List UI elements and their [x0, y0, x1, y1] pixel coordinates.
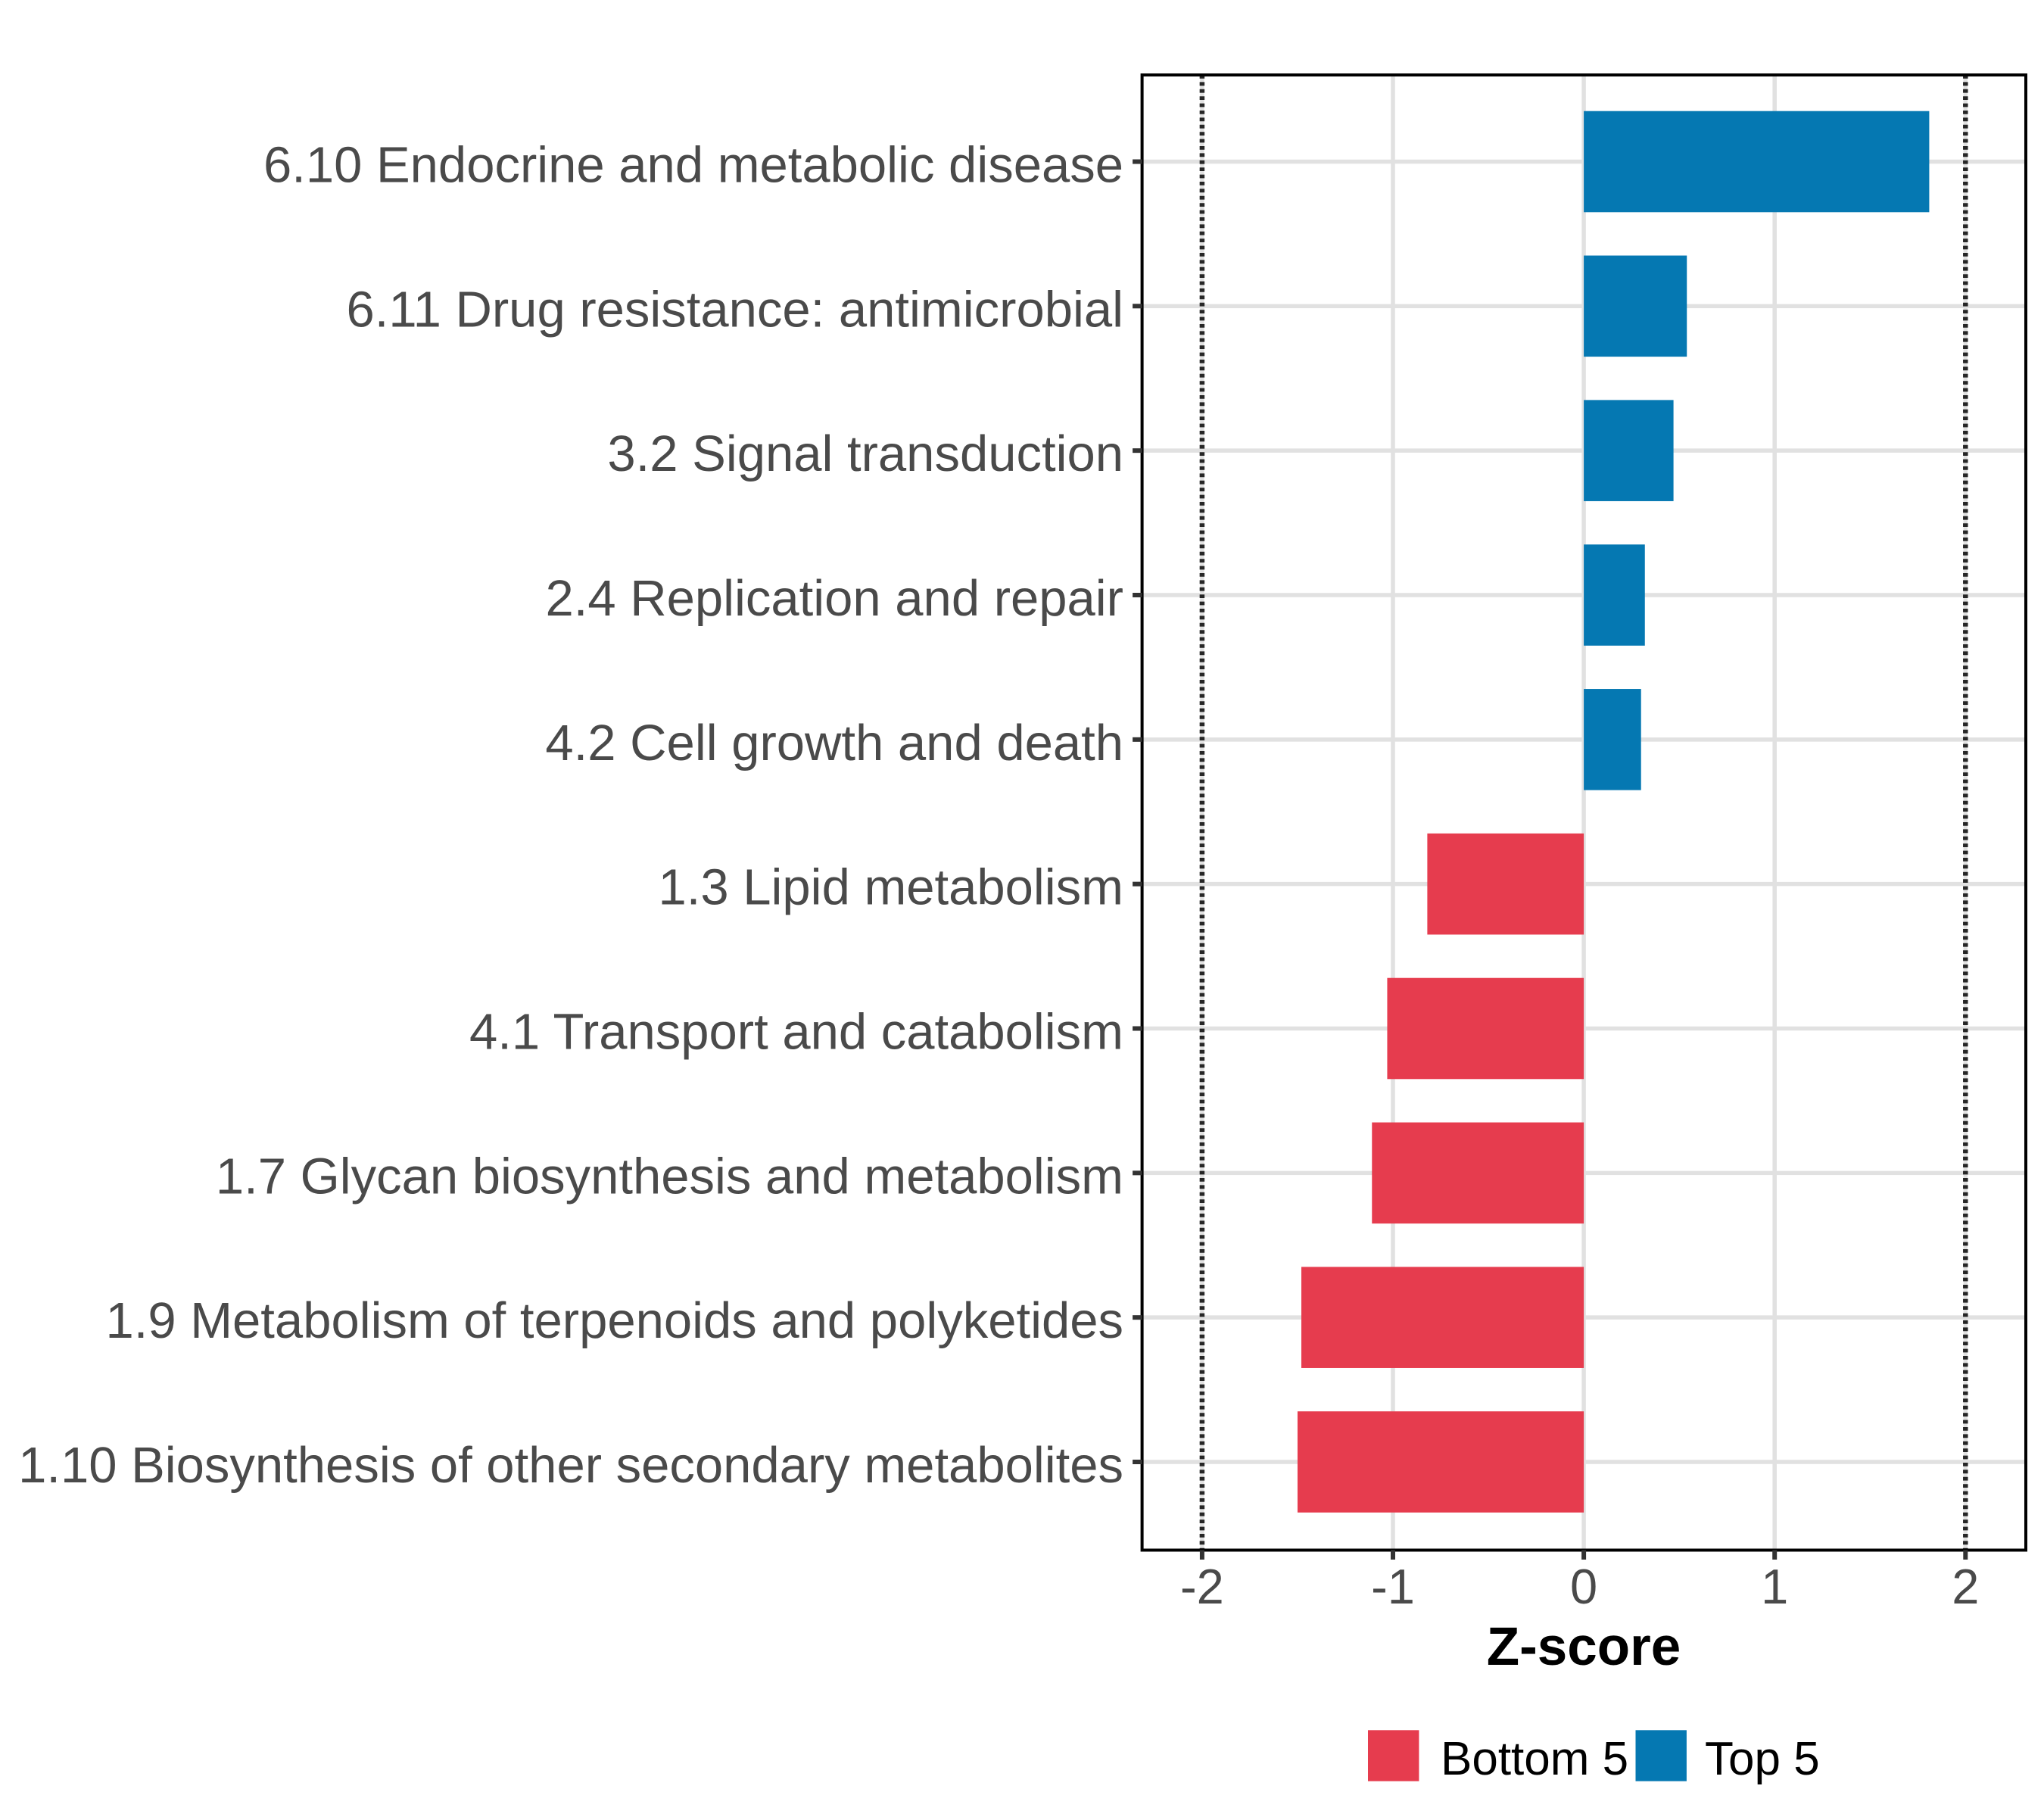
x-axis-tick-label: -1 [1371, 1559, 1415, 1614]
bar-top5 [1584, 111, 1930, 213]
bar-top5 [1584, 689, 1641, 790]
bar-top5 [1584, 544, 1645, 646]
y-axis-label: 6.10 Endocrine and metabolic disease [263, 137, 1123, 194]
y-axis-label: 6.11 Drug resistance: antimicrobial [346, 281, 1123, 338]
y-axis-label: 4.2 Cell growth and death [545, 715, 1123, 771]
bar-top5 [1584, 255, 1687, 357]
y-axis-label: 4.1 Transport and catabolism [469, 1004, 1123, 1061]
y-axis-ticks [1133, 159, 1142, 1464]
y-axis-label: 1.7 Glycan biosynthesis and metabolism [216, 1148, 1123, 1205]
bar-bottom5 [1427, 833, 1584, 935]
bar-bottom5 [1301, 1267, 1584, 1368]
x-axis-tick-label: -2 [1180, 1559, 1224, 1614]
y-axis-label: 1.10 Biosynthesis of other secondary met… [18, 1437, 1123, 1494]
x-axis-labels: -2 -1 0 1 2 [1180, 1559, 1979, 1614]
bar-bottom5 [1372, 1122, 1584, 1224]
bar-bottom5 [1387, 977, 1584, 1080]
y-axis-label: 1.3 Lipid metabolism [659, 859, 1123, 916]
legend-key-bottom5 [1368, 1730, 1419, 1781]
bar-top5 [1584, 400, 1674, 501]
x-axis-ticks [1199, 1550, 1968, 1560]
bar-bottom5 [1297, 1411, 1584, 1513]
y-axis-labels: 6.10 Endocrine and metabolic disease 6.11… [18, 137, 1123, 1494]
y-axis-label: 3.2 Signal transduction [607, 425, 1123, 482]
x-axis-title: Z-score [1487, 1617, 1681, 1677]
x-axis-tick-label: 0 [1570, 1559, 1597, 1614]
legend-key-top5 [1635, 1730, 1687, 1781]
y-axis-label: 2.4 Replication and repair [545, 570, 1123, 627]
bars [1297, 111, 1930, 1513]
x-axis-tick-label: 2 [1952, 1559, 1979, 1614]
x-axis-tick-label: 1 [1761, 1559, 1788, 1614]
legend-label-bottom5: Bottom 5 [1441, 1733, 1628, 1785]
y-axis-label: 1.9 Metabolism of terpenoids and polyket… [105, 1292, 1123, 1349]
legend: Bottom 5 Top 5 [1368, 1730, 1820, 1785]
legend-label-top5: Top 5 [1705, 1733, 1820, 1785]
